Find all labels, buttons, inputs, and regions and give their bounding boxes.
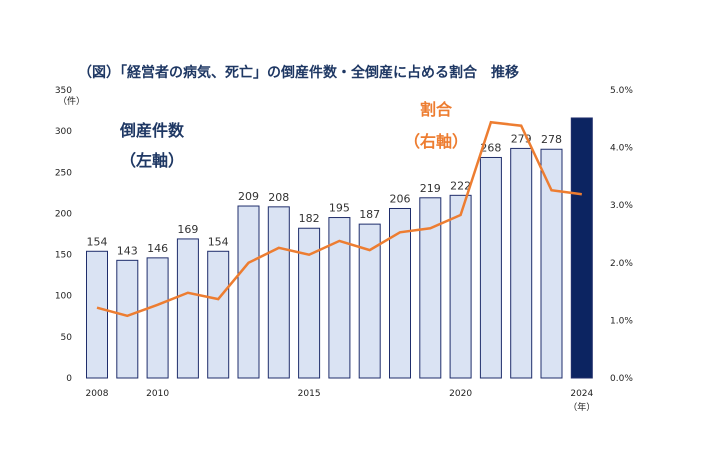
bar-data-label: 143 xyxy=(117,244,138,257)
x-axis-tick: 2010 xyxy=(146,389,169,399)
x-axis-tick: 2024 xyxy=(570,389,593,399)
bar-2013 xyxy=(237,205,260,379)
right-axis-tick: 5.0% xyxy=(610,86,633,96)
bar-2016 xyxy=(328,217,351,379)
bar-series-label: 倒産件数 （左軸） xyxy=(120,116,184,176)
x-axis-tick: 2020 xyxy=(449,389,472,399)
bar-data-label: 219 xyxy=(420,182,441,195)
bar-series-label-line2: （左軸） xyxy=(120,151,185,170)
bar-data-label: 209 xyxy=(238,190,259,203)
line-series-label-line2: （右軸） xyxy=(404,132,469,151)
x-axis-tick: 2008 xyxy=(86,389,109,399)
bar-2023 xyxy=(540,148,563,379)
bar-series-label-line1: 倒産件数 xyxy=(120,121,185,140)
right-axis-tick: 0.0% xyxy=(610,374,633,384)
line-series-label-line1: 割合 xyxy=(420,100,453,119)
left-axis-tick: 50 xyxy=(61,333,73,343)
left-axis-unit: （件） xyxy=(58,95,85,107)
bar-2008 xyxy=(86,250,108,379)
bar-data-label: 222 xyxy=(450,179,471,192)
right-axis-tick: 4.0% xyxy=(610,144,633,154)
bar-data-label: 268 xyxy=(480,141,501,154)
left-axis-tick: 100 xyxy=(55,292,72,302)
bar-data-label: 278 xyxy=(541,133,562,146)
line-series-label: 割合 （右軸） xyxy=(404,94,468,158)
x-axis-unit: （年） xyxy=(568,401,595,413)
bar-2011 xyxy=(176,238,199,379)
bar-2019 xyxy=(419,197,442,379)
bar-data-label: 182 xyxy=(299,212,320,225)
x-axis-tick: 2015 xyxy=(298,389,321,399)
left-axis-tick: 300 xyxy=(55,127,72,137)
bar-2018 xyxy=(389,207,411,379)
bar-2017 xyxy=(358,223,381,379)
left-axis-tick: 200 xyxy=(55,209,72,219)
left-axis-tick: 0 xyxy=(66,374,72,384)
bar-2012 xyxy=(207,250,230,379)
left-axis-tick: 350 xyxy=(55,86,72,96)
bar-2014 xyxy=(267,206,290,379)
bar-2010 xyxy=(146,257,169,379)
bar-data-label: 187 xyxy=(359,208,380,221)
left-axis-tick: 250 xyxy=(55,168,72,178)
bar-data-label: 146 xyxy=(147,242,168,255)
left-axis-tick: 150 xyxy=(55,251,72,261)
bar-data-label: 154 xyxy=(208,235,229,248)
bar-2015 xyxy=(298,227,321,379)
bar-2024 xyxy=(570,117,593,379)
right-axis-tick: 1.0% xyxy=(610,316,633,326)
bar-2009 xyxy=(116,259,139,379)
chart-title: （図）「経営者の病気、死亡」の倒産件数・全倒産に占める割合 推移 xyxy=(78,65,519,81)
bar-data-label: 206 xyxy=(390,192,411,205)
bar-2022 xyxy=(510,147,533,379)
right-axis-tick: 2.0% xyxy=(610,259,633,269)
bar-2020 xyxy=(449,194,472,379)
bar-data-label: 154 xyxy=(87,235,108,248)
bar-data-label: 208 xyxy=(268,191,289,204)
bar-data-label: 169 xyxy=(177,223,198,236)
bar-2021 xyxy=(479,156,502,379)
bar-data-label: 195 xyxy=(329,202,350,215)
right-axis-tick: 3.0% xyxy=(610,201,633,211)
